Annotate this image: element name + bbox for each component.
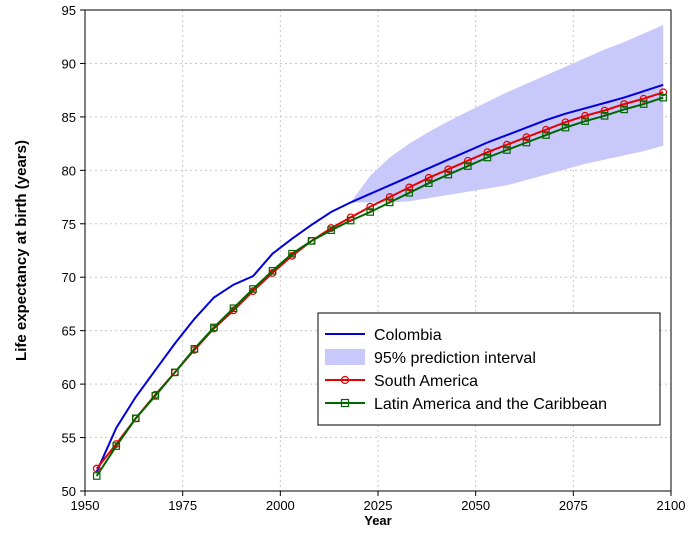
data-point [112, 442, 121, 450]
data-point [542, 131, 550, 139]
data-point [600, 106, 609, 115]
legend-label: South America [374, 373, 478, 390]
data-point [620, 105, 628, 114]
data-point [385, 198, 394, 207]
data-point [444, 170, 453, 179]
x-tick-label: 1950 [71, 498, 100, 513]
data-point [327, 226, 335, 234]
legend-marker [340, 375, 350, 385]
data-point [249, 285, 257, 293]
data-point [405, 183, 414, 192]
y-tick-label: 55 [62, 431, 76, 446]
data-point [268, 267, 277, 275]
legend-marker [340, 398, 350, 408]
legend-swatch [325, 349, 365, 365]
data-point [346, 216, 355, 225]
data-point [229, 304, 238, 313]
data-point [307, 237, 316, 245]
x-tick-label: 2000 [266, 498, 295, 513]
data-point [620, 100, 629, 108]
data-point [639, 94, 648, 103]
x-tick-label: 2025 [364, 498, 393, 513]
series-markers-layer [92, 88, 668, 480]
y-tick-label: 50 [62, 484, 76, 499]
legend-label: 95% prediction interval [374, 350, 536, 367]
x-tick-label: 2075 [559, 498, 588, 513]
y-tick-label: 85 [62, 110, 76, 125]
data-point [639, 100, 648, 108]
data-point [288, 249, 296, 258]
data-point [561, 118, 570, 127]
data-point [542, 125, 550, 134]
x-axis-ticks: 1950 1975 2000 2025 2050 2075 2100 [71, 491, 686, 513]
data-point [405, 188, 414, 197]
data-point [385, 193, 394, 201]
x-axis-label: Year [364, 513, 391, 528]
x-tick-label: 2100 [657, 498, 686, 513]
series-line-0 [95, 83, 664, 473]
data-point [210, 323, 218, 332]
x-tick-label: 2050 [461, 498, 490, 513]
data-point [463, 156, 472, 165]
data-point [366, 208, 374, 216]
prediction-interval-layer [350, 25, 664, 203]
data-point [581, 117, 589, 125]
data-point [483, 148, 492, 157]
data-point [190, 345, 199, 353]
y-tick-label: 95 [62, 3, 76, 18]
legend: Colombia 95% prediction interval South Ame… [317, 312, 661, 426]
data-point [151, 392, 160, 400]
data-point [483, 153, 492, 162]
y-axis-ticks: 50 55 60 65 70 75 80 85 90 95 [62, 3, 85, 499]
y-tick-label: 80 [62, 163, 76, 178]
y-tick-label: 65 [62, 324, 76, 339]
data-point [581, 111, 589, 120]
x-tick-label: 1975 [168, 498, 197, 513]
data-point [366, 202, 375, 211]
data-point [600, 112, 609, 120]
data-point [522, 133, 531, 142]
data-point [131, 414, 140, 423]
legend-label: Colombia [374, 327, 442, 344]
data-point [424, 179, 433, 187]
data-point [503, 146, 511, 154]
data-point [171, 368, 179, 377]
y-tick-label: 75 [62, 217, 76, 232]
data-point [464, 162, 472, 170]
legend-label: Latin America and the Caribbean [374, 396, 607, 413]
data-point [659, 93, 667, 102]
data-point [92, 472, 101, 480]
data-point [424, 173, 433, 182]
data-point [522, 138, 531, 147]
data-point [659, 88, 668, 97]
y-tick-label: 90 [62, 56, 76, 71]
y-tick-label: 70 [62, 270, 76, 285]
data-point [444, 165, 453, 174]
y-tick-label: 60 [62, 377, 76, 392]
data-point [503, 140, 511, 149]
prediction-interval-band [350, 25, 664, 203]
legend-box [317, 312, 661, 426]
y-axis-label: Life expectancy at birth (years) [13, 140, 30, 361]
data-point [92, 464, 101, 473]
data-point [561, 123, 570, 132]
